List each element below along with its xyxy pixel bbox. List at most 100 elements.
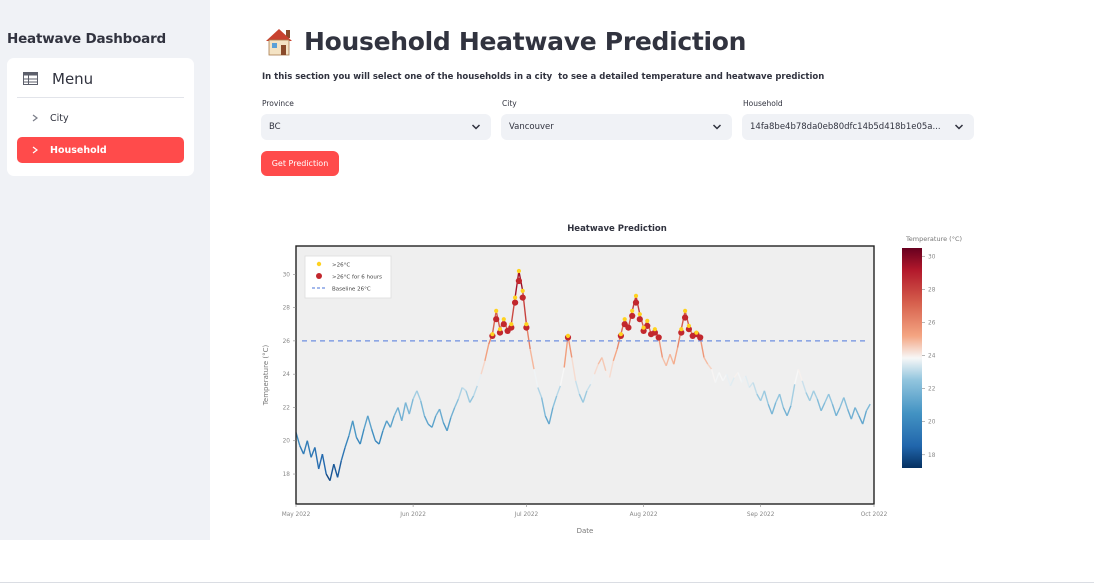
footer-divider xyxy=(0,582,1094,583)
y-tick-label: 30 xyxy=(283,272,291,278)
temperature-segment xyxy=(408,398,414,415)
sidebar-item-city[interactable]: City xyxy=(17,105,184,131)
sidebar-item-household[interactable]: Household xyxy=(17,137,184,163)
colorbar-tick-label: 28 xyxy=(928,287,936,293)
temperature-segment xyxy=(427,423,433,428)
sidebar-item-label: Household xyxy=(50,144,107,156)
menu-card: Menu City Household xyxy=(7,58,194,176)
temperature-segment xyxy=(790,384,796,406)
chart-svg: 18 20 22 24 26 28 30 May 2022 Jun 2022 Jul 2022 A… xyxy=(262,224,962,535)
temperature-segment xyxy=(389,415,395,428)
temperature-segment xyxy=(340,447,346,461)
temperature-segment xyxy=(733,372,739,378)
get-prediction-button[interactable]: Get Prediction xyxy=(261,151,339,176)
city-select[interactable]: Vancouver xyxy=(501,114,732,140)
marker-gt26-point xyxy=(641,325,646,330)
temperature-series xyxy=(295,270,871,482)
marker-gt26-point xyxy=(630,308,635,313)
plot-area xyxy=(296,246,874,504)
legend-label-gt26: >26°C xyxy=(332,263,350,269)
page-subtitle: In this section you will select one of t… xyxy=(262,72,825,82)
temperature-segment xyxy=(476,373,482,387)
marker-6h-point xyxy=(678,329,685,336)
temperature-segment xyxy=(801,380,807,393)
colorbar-tick-label: 18 xyxy=(928,453,936,459)
temperature-segment xyxy=(590,373,596,385)
temperature-segment xyxy=(786,405,792,417)
temperature-segment xyxy=(480,360,486,375)
marker-gt26-point xyxy=(622,317,627,322)
temperature-segment xyxy=(812,390,818,400)
heatwave-chart: 18 20 22 24 26 28 30 May 2022 Jun 2022 Jul 2022 A… xyxy=(250,210,980,540)
temperature-segment xyxy=(363,415,369,430)
temperature-segment xyxy=(310,447,316,458)
temperature-segment xyxy=(416,390,422,402)
temperature-segment xyxy=(461,386,467,392)
marker-6h-point xyxy=(625,324,632,331)
temperature-segment xyxy=(420,400,426,416)
menu-label: Menu xyxy=(52,70,94,88)
temperature-segment xyxy=(850,407,856,420)
temperature-segment xyxy=(858,415,864,425)
household-value: 14fa8be4b78da0eb80dfc14b5d418b1e05a... xyxy=(750,122,941,132)
y-axis-ticks: 18 20 22 24 26 28 30 xyxy=(283,272,296,478)
marker-gt26-point xyxy=(683,308,688,313)
marker-6h-point xyxy=(500,321,507,328)
temperature-segment xyxy=(548,407,554,425)
temperature-segment xyxy=(831,403,837,417)
temperature-segment xyxy=(824,393,830,403)
marker-gt26-point xyxy=(497,327,503,332)
temperature-segment xyxy=(729,377,735,387)
page-title: Household Heatwave Prediction xyxy=(304,26,747,56)
temperature-segment xyxy=(446,417,452,431)
marker-gt26-point xyxy=(652,327,657,332)
temperature-segment xyxy=(794,369,800,385)
marker-gt26-point xyxy=(513,295,518,300)
temperature-segment xyxy=(472,385,478,397)
temperature-segment xyxy=(401,402,407,421)
sidebar-item-label: City xyxy=(50,112,69,124)
temperature-segment xyxy=(820,402,826,412)
temperature-segment xyxy=(333,463,339,478)
chevron-down-icon xyxy=(471,124,481,130)
temperature-segment xyxy=(329,463,335,481)
marker-gt26-point xyxy=(516,268,521,274)
marker-6h-point xyxy=(629,312,636,319)
temperature-segment xyxy=(748,382,754,388)
province-select[interactable]: BC xyxy=(261,114,491,140)
colorbar-tick-label: 20 xyxy=(928,420,936,426)
temperature-segment xyxy=(673,347,679,365)
temperature-segment xyxy=(756,393,762,402)
temperature-segment xyxy=(726,373,732,387)
legend: >26°C >26°C for 6 hours Baseline 26°C xyxy=(304,255,392,299)
x-tick-label: Aug 2022 xyxy=(630,512,658,518)
marker-gt26-point xyxy=(520,288,525,293)
menu-header: Menu xyxy=(7,58,194,98)
temperature-segment xyxy=(431,415,437,428)
temperature-segment xyxy=(469,395,475,403)
temperature-segment xyxy=(314,447,320,470)
marker-6h-point xyxy=(685,326,692,333)
marker-6h-point xyxy=(496,329,504,336)
temperature-segment xyxy=(737,372,743,383)
temperature-segment xyxy=(299,445,305,455)
temperature-segment xyxy=(344,435,350,448)
temperature-segment xyxy=(348,420,354,436)
x-tick-label: Jun 2022 xyxy=(399,512,426,518)
household-select[interactable]: 14fa8be4b78da0eb80dfc14b5d418b1e05a... xyxy=(742,114,974,140)
temperature-segment xyxy=(578,393,584,403)
temperature-segment xyxy=(843,397,849,410)
x-tick-label: Sep 2022 xyxy=(747,512,775,518)
temperature-segment xyxy=(846,408,852,420)
temperature-segment xyxy=(752,382,758,395)
temperature-segment xyxy=(601,357,607,371)
temperature-segment xyxy=(367,415,373,430)
temperature-segment xyxy=(404,402,410,415)
temperature-segment xyxy=(544,415,550,425)
temperature-segment xyxy=(809,390,815,402)
temperature-segment xyxy=(816,398,822,412)
temperature-segment xyxy=(571,357,577,381)
temperature-segment xyxy=(805,392,811,402)
temperature-segment xyxy=(586,383,592,392)
